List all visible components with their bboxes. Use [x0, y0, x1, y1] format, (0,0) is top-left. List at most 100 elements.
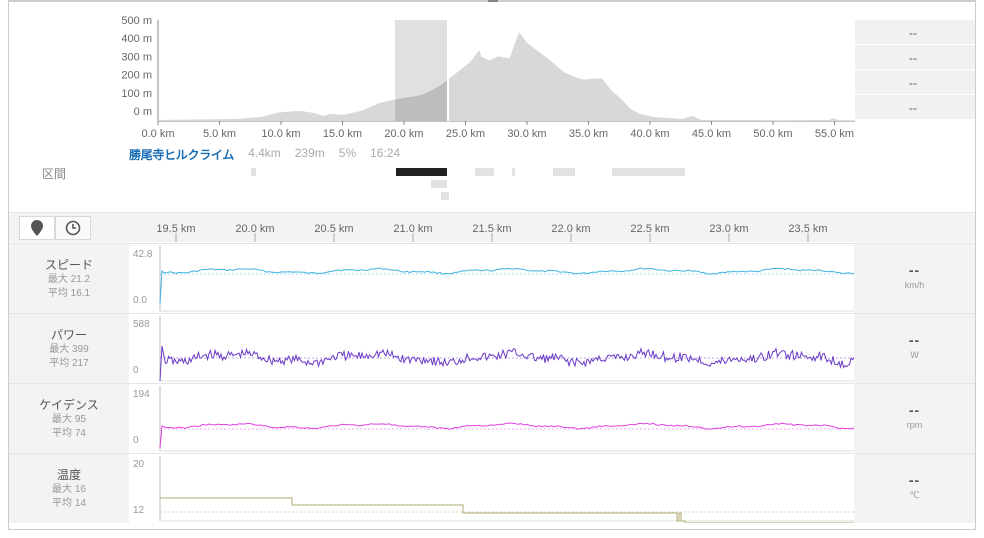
metric-max: 最大 16 — [52, 484, 86, 495]
panel-handle[interactable] — [488, 0, 498, 2]
elev-x-tick: 40.0 km — [630, 128, 669, 140]
elev-x-tick: 0.0 km — [141, 128, 174, 140]
zoom-x-tick: 22.0 km — [551, 223, 590, 235]
metric-unit: km/h — [904, 280, 925, 290]
segment-bar[interactable] — [612, 168, 685, 176]
elev-stat-4: -- — [909, 101, 917, 115]
segment-name-link[interactable]: 勝尾寺ヒルクライム — [129, 148, 235, 162]
segment-bar-active[interactable] — [396, 168, 447, 176]
power-row: パワー 最大 399 平均 217 588 0 -- W — [9, 313, 975, 383]
selection-region[interactable] — [395, 20, 448, 121]
elev-stat-1: -- — [909, 26, 917, 40]
metric-current-value: -- — [908, 262, 921, 278]
y-min-label: 0 — [133, 435, 139, 446]
speed-label-panel: スピード 最大 21.2 平均 16.1 — [9, 244, 129, 313]
metric-avg: 平均 16.1 — [47, 288, 91, 299]
metric-max: 最大 21.2 — [47, 274, 91, 285]
metric-max: 最大 95 — [52, 414, 86, 425]
cadence-label-panel: ケイデンス 最大 95 平均 74 — [9, 384, 129, 453]
y-min-label: 0 — [133, 365, 139, 376]
elev-x-tick: 35.0 km — [569, 128, 608, 140]
y-max-label: 42.8 — [133, 249, 153, 260]
segment-bar[interactable] — [251, 168, 256, 176]
elev-stat-3: -- — [909, 76, 917, 90]
segment-bar[interactable] — [475, 168, 494, 176]
zoom-x-tick: 20.0 km — [235, 223, 274, 235]
zoom-x-tick: 23.0 km — [709, 223, 748, 235]
chart-toolbar: 19.5 km 20.0 km 20.5 km 21.0 km 21.5 km 22.0 … — [9, 212, 975, 242]
elev-y-tick: 300 m — [121, 51, 152, 63]
metric-max: 最大 399 — [49, 344, 89, 355]
clock-icon — [65, 220, 81, 236]
elev-x-tick: 55.0 km — [815, 128, 854, 140]
elev-x-tick: 10.0 km — [261, 128, 300, 140]
segment-bar[interactable] — [441, 192, 449, 200]
metric-series-line — [159, 422, 854, 449]
zoom-x-tick: 23.5 km — [788, 223, 827, 235]
segment-grade: 5% — [338, 146, 357, 160]
elev-x-tick: 5.0 km — [203, 128, 236, 140]
power-value-panel: -- W — [854, 314, 975, 383]
power-chart[interactable] — [129, 314, 854, 383]
speed-value-panel: -- km/h — [854, 244, 975, 313]
elevation-chart[interactable]: 500 m 400 m 300 m 200 m 100 m 0 m 0.0 km 5.0 k… — [110, 10, 860, 145]
metric-current-value: -- — [908, 472, 921, 488]
metric-name: パワー — [50, 328, 87, 342]
zoom-x-tick: 21.0 km — [393, 223, 432, 235]
segment-distance: 4.4km — [248, 146, 281, 160]
zoom-x-tick: 20.5 km — [314, 223, 353, 235]
elev-x-tick: 30.0 km — [507, 128, 546, 140]
metric-current-value: -- — [908, 332, 921, 348]
elev-x-tick: 25.0 km — [446, 128, 485, 140]
metric-unit: rpm — [906, 420, 923, 430]
metric-current-value: -- — [908, 402, 921, 418]
metric-name: 温度 — [56, 468, 81, 482]
cadence-row: ケイデンス 最大 95 平均 74 194 0 -- rpm — [9, 383, 975, 453]
y-max-label: 194 — [133, 389, 150, 400]
metric-unit: W — [910, 350, 919, 360]
section-label: 区間 — [42, 167, 67, 181]
zoom-x-tick: 22.5 km — [630, 223, 669, 235]
segment-bar[interactable] — [431, 180, 447, 188]
segment-bar[interactable] — [553, 168, 575, 176]
metric-series-line — [160, 497, 854, 523]
segment-time: 16:24 — [370, 146, 401, 160]
temperature-row: 温度 最大 16 平均 14 20 12 -- ℃ — [9, 453, 975, 523]
speed-row: スピード 最大 21.2 平均 16.1 42.8 0.0 -- km/h — [9, 243, 975, 313]
elev-x-tick: 50.0 km — [753, 128, 792, 140]
elev-x-tick: 15.0 km — [323, 128, 362, 140]
elev-stat-2: -- — [909, 51, 917, 65]
metric-name: スピード — [44, 258, 93, 272]
map-view-button[interactable] — [19, 216, 55, 240]
elevation-stats: -- -- -- -- — [855, 20, 975, 120]
temperature-value-panel: -- ℃ — [854, 454, 975, 523]
segment-gain: 239m — [294, 146, 325, 160]
power-label-panel: パワー 最大 399 平均 217 — [9, 314, 129, 383]
speed-chart[interactable] — [129, 244, 854, 313]
cadence-value-panel: -- rpm — [854, 384, 975, 453]
metric-series-line — [159, 345, 854, 382]
elevation-profile — [158, 32, 858, 121]
elev-y-tick: 200 m — [121, 70, 152, 82]
elev-y-tick: 0 m — [134, 106, 152, 118]
y-min-label: 0.0 — [133, 295, 147, 306]
cadence-chart[interactable] — [129, 384, 854, 453]
segment-summary: 勝尾寺ヒルクライム 4.4km 239m 5% 16:24 — [129, 146, 400, 162]
temperature-label-panel: 温度 最大 16 平均 14 — [9, 454, 129, 523]
zoom-x-tick: 19.5 km — [156, 223, 195, 235]
y-min-label: 12 — [133, 505, 145, 516]
elev-y-tick: 400 m — [121, 33, 152, 45]
y-max-label: 20 — [133, 459, 145, 470]
metric-avg: 平均 74 — [52, 428, 86, 439]
y-max-label: 588 — [133, 319, 150, 330]
metric-series-line — [159, 267, 854, 305]
map-pin-icon — [31, 220, 43, 236]
elev-x-tick: 45.0 km — [692, 128, 731, 140]
metric-avg: 平均 217 — [49, 358, 89, 369]
elev-y-tick: 100 m — [121, 88, 152, 100]
segment-bar[interactable] — [512, 168, 515, 176]
zoom-x-tick: 21.5 km — [472, 223, 511, 235]
temperature-chart[interactable] — [129, 454, 854, 523]
time-view-button[interactable] — [55, 216, 91, 240]
metric-unit: ℃ — [909, 490, 920, 500]
